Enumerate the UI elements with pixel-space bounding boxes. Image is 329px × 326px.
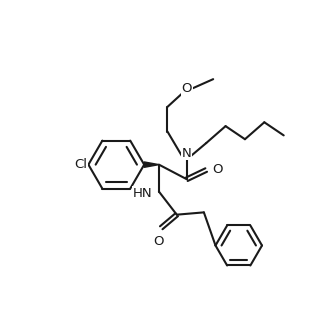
Text: N: N — [182, 147, 192, 160]
Text: O: O — [154, 235, 164, 248]
Text: Cl: Cl — [74, 158, 87, 171]
Text: O: O — [182, 82, 192, 95]
Text: O: O — [213, 163, 223, 176]
Polygon shape — [144, 162, 159, 167]
Text: HN: HN — [132, 186, 152, 200]
